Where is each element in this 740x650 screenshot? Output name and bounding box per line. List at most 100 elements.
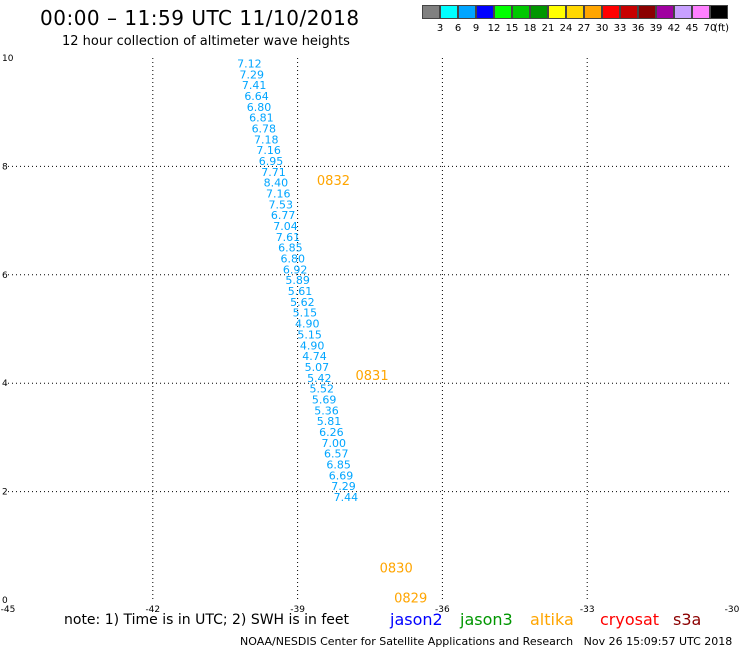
x-tick-label: -33 bbox=[580, 605, 595, 615]
wave-height-point: 7.16 bbox=[266, 188, 291, 201]
wave-height-point: 5.62 bbox=[290, 296, 315, 309]
color-scale-label: 70 bbox=[703, 23, 717, 34]
wave-height-point: 5.69 bbox=[312, 393, 337, 406]
color-scale-label: 21 bbox=[541, 23, 555, 34]
wave-height-point: 6.81 bbox=[249, 112, 274, 125]
page-subtitle: 12 hour collection of altimeter wave hei… bbox=[62, 34, 350, 49]
wave-height-point: 7.41 bbox=[242, 79, 267, 92]
wave-height-point: 6.92 bbox=[283, 263, 308, 276]
color-scale-swatch bbox=[710, 5, 728, 19]
wave-height-point: 7.18 bbox=[254, 133, 279, 146]
y-tick-label: 8 bbox=[2, 162, 8, 172]
wave-height-point: 7.53 bbox=[268, 198, 293, 211]
color-scale-label: 39 bbox=[649, 23, 663, 34]
wave-height-point: 7.16 bbox=[256, 144, 281, 157]
color-scale-swatch bbox=[422, 5, 440, 19]
color-scale-swatch bbox=[620, 5, 638, 19]
wave-height-point: 6.85 bbox=[326, 459, 351, 472]
credit-text: NOAA/NESDIS Center for Satellite Applica… bbox=[240, 635, 574, 648]
wave-height-point: 7.12 bbox=[237, 57, 262, 70]
color-scale-swatch bbox=[674, 5, 692, 19]
color-scale-swatch bbox=[458, 5, 476, 19]
wave-height-point: 4.90 bbox=[300, 339, 325, 352]
color-scale-swatch bbox=[530, 5, 548, 19]
y-tick-label: 4 bbox=[2, 379, 8, 389]
wave-height-point: 7.71 bbox=[261, 166, 286, 179]
wave-height-point: 7.44 bbox=[334, 491, 359, 504]
wave-height-point: 4.74 bbox=[302, 350, 327, 363]
y-tick-label: 10 bbox=[2, 54, 14, 64]
wave-height-point: 7.29 bbox=[331, 480, 356, 493]
color-scale-label: 6 bbox=[454, 23, 462, 34]
wave-height-point: 7.04 bbox=[273, 220, 298, 233]
color-scale-swatch bbox=[692, 5, 710, 19]
wave-height-point: 7.61 bbox=[276, 231, 301, 244]
satellite-label-cryosat: cryosat bbox=[600, 610, 660, 629]
color-scale-label: 33 bbox=[613, 23, 627, 34]
wave-height-point: 5.07 bbox=[305, 361, 330, 374]
satellite-label-jason3: jason3 bbox=[460, 610, 513, 629]
page-title: 00:00 – 11:59 UTC 11/10/2018 bbox=[40, 6, 360, 30]
color-scale-swatch bbox=[602, 5, 620, 19]
color-scale-label: 24 bbox=[559, 23, 573, 34]
wave-height-point: 6.95 bbox=[259, 155, 284, 168]
color-scale-swatch bbox=[512, 5, 530, 19]
color-scale-label: 45 bbox=[685, 23, 699, 34]
wave-height-point: 6.80 bbox=[281, 253, 306, 266]
y-tick-label: 0 bbox=[2, 596, 8, 606]
x-tick-label: -36 bbox=[435, 605, 450, 615]
pass-time-label: 0830 bbox=[380, 561, 413, 576]
pass-time-label: 0831 bbox=[356, 369, 389, 384]
wave-height-point: 6.80 bbox=[247, 101, 272, 114]
wave-height-point: 5.89 bbox=[285, 274, 310, 287]
x-tick-label: -30 bbox=[725, 605, 740, 615]
pass-time-label: 0829 bbox=[394, 591, 427, 606]
credit-timestamp: Nov 26 15:09:57 UTC 2018 bbox=[583, 635, 733, 648]
wave-height-point: 8.40 bbox=[264, 177, 289, 190]
color-scale-label: 30 bbox=[595, 23, 609, 34]
footer-note: note: 1) Time is in UTC; 2) SWH is in fe… bbox=[64, 612, 350, 628]
wave-height-point: 6.26 bbox=[319, 426, 344, 439]
satellite-label-altika: altika bbox=[530, 610, 574, 629]
color-scale-label: 15 bbox=[505, 23, 519, 34]
color-scale-units: (ft) bbox=[714, 23, 730, 34]
y-tick-label: 2 bbox=[2, 488, 8, 498]
wave-height-point: 6.77 bbox=[271, 209, 296, 222]
wave-height-point: 4.90 bbox=[295, 318, 320, 331]
wave-height-point: 6.85 bbox=[278, 242, 303, 255]
color-scale-label: 12 bbox=[487, 23, 501, 34]
wave-height-point: 6.57 bbox=[324, 448, 349, 461]
color-scale-label: 9 bbox=[472, 23, 480, 34]
wave-height-point: 6.64 bbox=[244, 90, 269, 103]
color-scale-swatch bbox=[476, 5, 494, 19]
wave-height-point: 5.42 bbox=[307, 372, 332, 385]
color-scale-label: 27 bbox=[577, 23, 591, 34]
x-tick-label: -42 bbox=[145, 605, 160, 615]
color-scale-swatch bbox=[494, 5, 512, 19]
color-scale-label: 18 bbox=[523, 23, 537, 34]
x-tick-label: -45 bbox=[1, 605, 16, 615]
satellite-label-s3a: s3a bbox=[673, 610, 702, 629]
wave-height-point: 5.61 bbox=[288, 285, 313, 298]
color-scale-label: 42 bbox=[667, 23, 681, 34]
color-scale-swatch bbox=[638, 5, 656, 19]
color-scale-swatch bbox=[566, 5, 584, 19]
color-scale-swatch bbox=[584, 5, 602, 19]
wave-height-point: 6.69 bbox=[329, 469, 354, 482]
color-scale-label: 3 bbox=[436, 23, 444, 34]
color-scale-label: 36 bbox=[631, 23, 645, 34]
satellite-label-jason2: jason2 bbox=[390, 610, 443, 629]
wave-height-point: 5.15 bbox=[297, 328, 322, 341]
color-scale-swatch bbox=[548, 5, 566, 19]
wave-height-point: 5.15 bbox=[293, 307, 318, 320]
wave-height-point: 5.81 bbox=[317, 415, 342, 428]
y-tick-label: 6 bbox=[2, 271, 8, 281]
footer-credit: NOAA/NESDIS Center for Satellite Applica… bbox=[240, 635, 732, 648]
wave-height-point: 7.00 bbox=[322, 437, 347, 450]
x-tick-label: -39 bbox=[290, 605, 305, 615]
color-scale-swatch bbox=[656, 5, 674, 19]
color-scale-swatch bbox=[440, 5, 458, 19]
wave-height-point: 5.36 bbox=[314, 404, 339, 417]
pass-time-label: 0832 bbox=[317, 174, 350, 189]
